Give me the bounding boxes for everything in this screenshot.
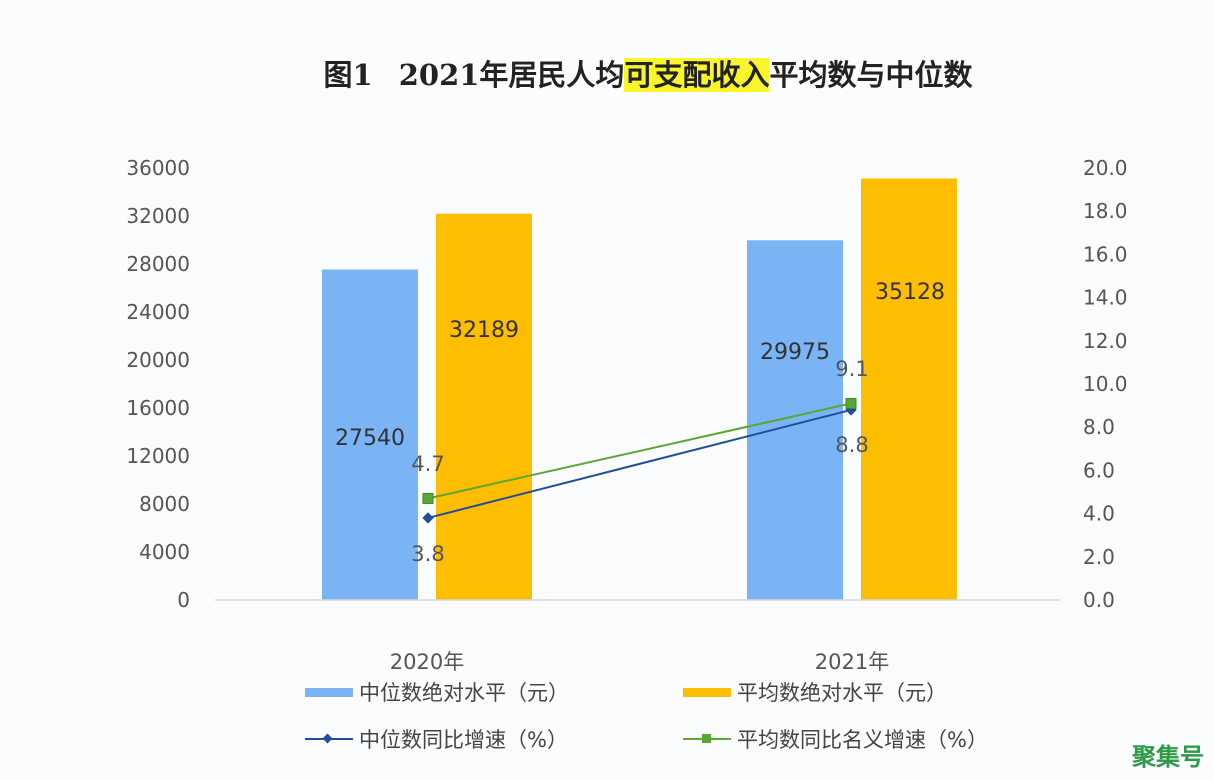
bar [747,240,843,601]
bar-data-label: 35128 [875,280,945,305]
category-label: 2021年 [815,650,889,674]
line-data-label: 3.8 [411,542,444,566]
square-marker-icon [702,734,711,743]
left-axis-tick: 24000 [126,300,190,324]
diamond-marker [422,512,434,524]
bar [861,178,957,601]
left-axis-tick: 4000 [139,540,190,564]
category-label: 2020年 [390,650,464,674]
line-data-label: 8.8 [835,433,868,457]
right-axis-tick: 18.0 [1083,199,1128,223]
legend-swatch [683,687,731,697]
legend-line [305,733,353,744]
square-marker [845,397,857,409]
right-axis-tick: 14.0 [1083,286,1128,310]
series-line [427,402,852,500]
bar-data-label: 32189 [449,318,519,343]
left-axis-tick: 8000 [139,492,190,516]
legend-label: 中位数同比增速（%） [359,728,568,752]
left-axis-tick: 20000 [126,348,190,372]
left-axis-tick: 28000 [126,252,190,276]
right-axis-tick: 8.0 [1083,415,1115,439]
figure-number: 图1 [323,58,373,92]
legend-label: 平均数绝对水平（元） [737,681,947,705]
right-axis-tick: 4.0 [1083,502,1115,526]
line-data-label: 4.7 [411,452,444,476]
right-axis-tick: 20.0 [1083,156,1128,180]
right-axis-tick: 2.0 [1083,545,1115,569]
line-data-label: 9.1 [835,357,868,381]
legend-item-mean-line: 平均数同比名义增速（%） [683,724,988,754]
legend-item-median-bar: 中位数绝对水平（元） [305,677,569,707]
bar [322,269,418,600]
legend-line [683,734,731,743]
legend-swatch [305,687,353,697]
title-prefix: 2021年居民人均 [398,58,625,92]
left-axis-tick: 36000 [126,156,190,180]
title-highlight: 可支配收入 [624,58,770,92]
bar-data-label: 29975 [760,340,830,365]
title-suffix: 平均数与中位数 [769,58,973,92]
watermark: 聚集号 [1132,743,1204,771]
bar-data-label: 27540 [335,426,405,451]
legend-label: 中位数绝对水平（元） [359,681,569,705]
legend-item-median-line: 中位数同比增速（%） [305,724,568,754]
right-axis-tick: 0.0 [1083,588,1115,612]
diamond-marker-icon [322,733,333,744]
series-line [427,408,852,519]
left-axis-tick: 32000 [126,204,190,228]
left-axis-tick: 0 [177,588,190,612]
legend-item-mean-bar: 平均数绝对水平（元） [683,677,947,707]
right-axis-tick: 12.0 [1083,329,1128,353]
left-axis-tick: 16000 [126,396,190,420]
right-axis-tick: 16.0 [1083,242,1128,266]
left-axis-tick: 12000 [126,444,190,468]
right-axis-tick: 6.0 [1083,458,1115,482]
legend-label: 平均数同比名义增速（%） [737,728,988,752]
right-axis-tick: 10.0 [1083,372,1128,396]
bar [436,213,532,600]
chart-title: 图1 2021年居民人均可支配收入平均数与中位数 [0,52,1214,94]
square-marker [422,492,434,504]
